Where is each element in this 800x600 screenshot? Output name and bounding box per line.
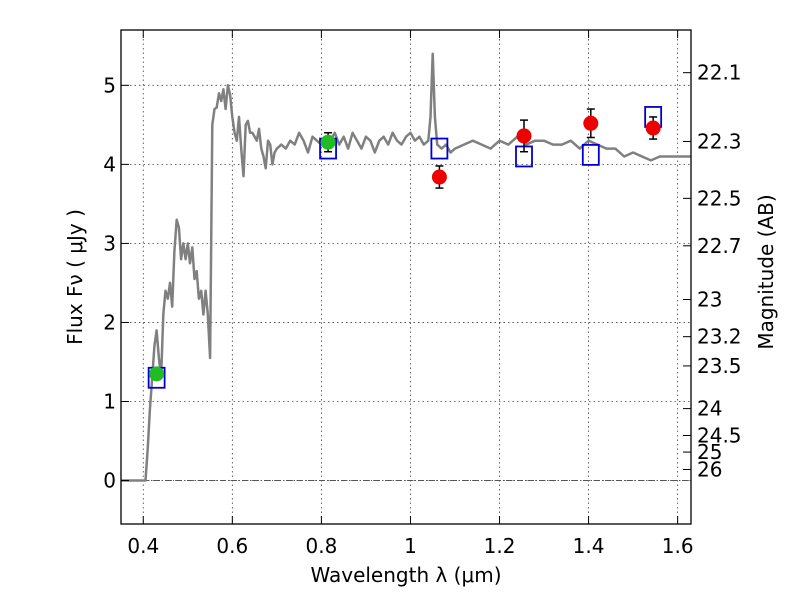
- y-axis-label: Flux Fν ( μJy ): [63, 209, 87, 345]
- right-tick-label: 23.5: [697, 354, 742, 378]
- red-data-point-group: [431, 165, 447, 189]
- red-data-point: [645, 120, 661, 136]
- y-tick-label: 4: [103, 152, 116, 176]
- axis-ticks: 0.4 0.6 0.8 1 1.2 1.4 1.601234522.122.322.522.…: [103, 30, 742, 558]
- right-tick-label: 22.1: [697, 61, 742, 85]
- green-data-point-group: [149, 366, 165, 382]
- green-data-point-group: [320, 132, 336, 153]
- model-spectrum-line: [121, 52, 691, 482]
- y-tick-label: 2: [103, 310, 116, 334]
- right-tick-label: 22.5: [697, 186, 742, 210]
- y-tick-label: 0: [103, 469, 116, 493]
- x-axis-label: Wavelength λ (μm): [310, 563, 501, 587]
- right-tick-label: 24: [697, 397, 722, 421]
- model-box-marker: [581, 143, 600, 166]
- x-tick-label: 0.4: [127, 534, 159, 558]
- grid-lines: [121, 30, 691, 524]
- red-data-point: [516, 128, 532, 144]
- red-data-point: [583, 115, 599, 131]
- y-tick-label: 5: [103, 73, 116, 97]
- right-tick-label: 23: [697, 288, 722, 312]
- red-data-point-group: [645, 116, 661, 140]
- red-data-point-group: [583, 108, 599, 139]
- green-data-point: [320, 134, 336, 150]
- y-tick-label: 1: [103, 389, 116, 413]
- right-tick-label: 22.7: [697, 234, 742, 258]
- red-data-point: [431, 169, 447, 185]
- plot-frame: [120, 29, 692, 525]
- model-box-marker: [430, 137, 449, 160]
- red-data-point-group: [516, 119, 532, 153]
- x-tick-label: 0.8: [305, 534, 337, 558]
- right-axis-label: Magnitude (AB): [754, 194, 778, 349]
- x-tick-label: 1.2: [484, 534, 516, 558]
- right-tick-label: 26: [697, 457, 722, 481]
- x-tick-label: 1: [404, 534, 417, 558]
- photometry-marks: [147, 106, 663, 389]
- green-data-point: [149, 366, 165, 382]
- y-tick-label: 3: [103, 231, 116, 255]
- x-tick-label: 0.6: [216, 534, 248, 558]
- right-tick-label: 23.2: [697, 325, 742, 349]
- right-tick-label: 24.5: [697, 423, 742, 447]
- x-tick-label: 1.6: [662, 534, 694, 558]
- right-tick-label: 25: [697, 440, 722, 464]
- right-tick-label: 22.3: [697, 129, 742, 153]
- x-tick-label: 1.4: [573, 534, 605, 558]
